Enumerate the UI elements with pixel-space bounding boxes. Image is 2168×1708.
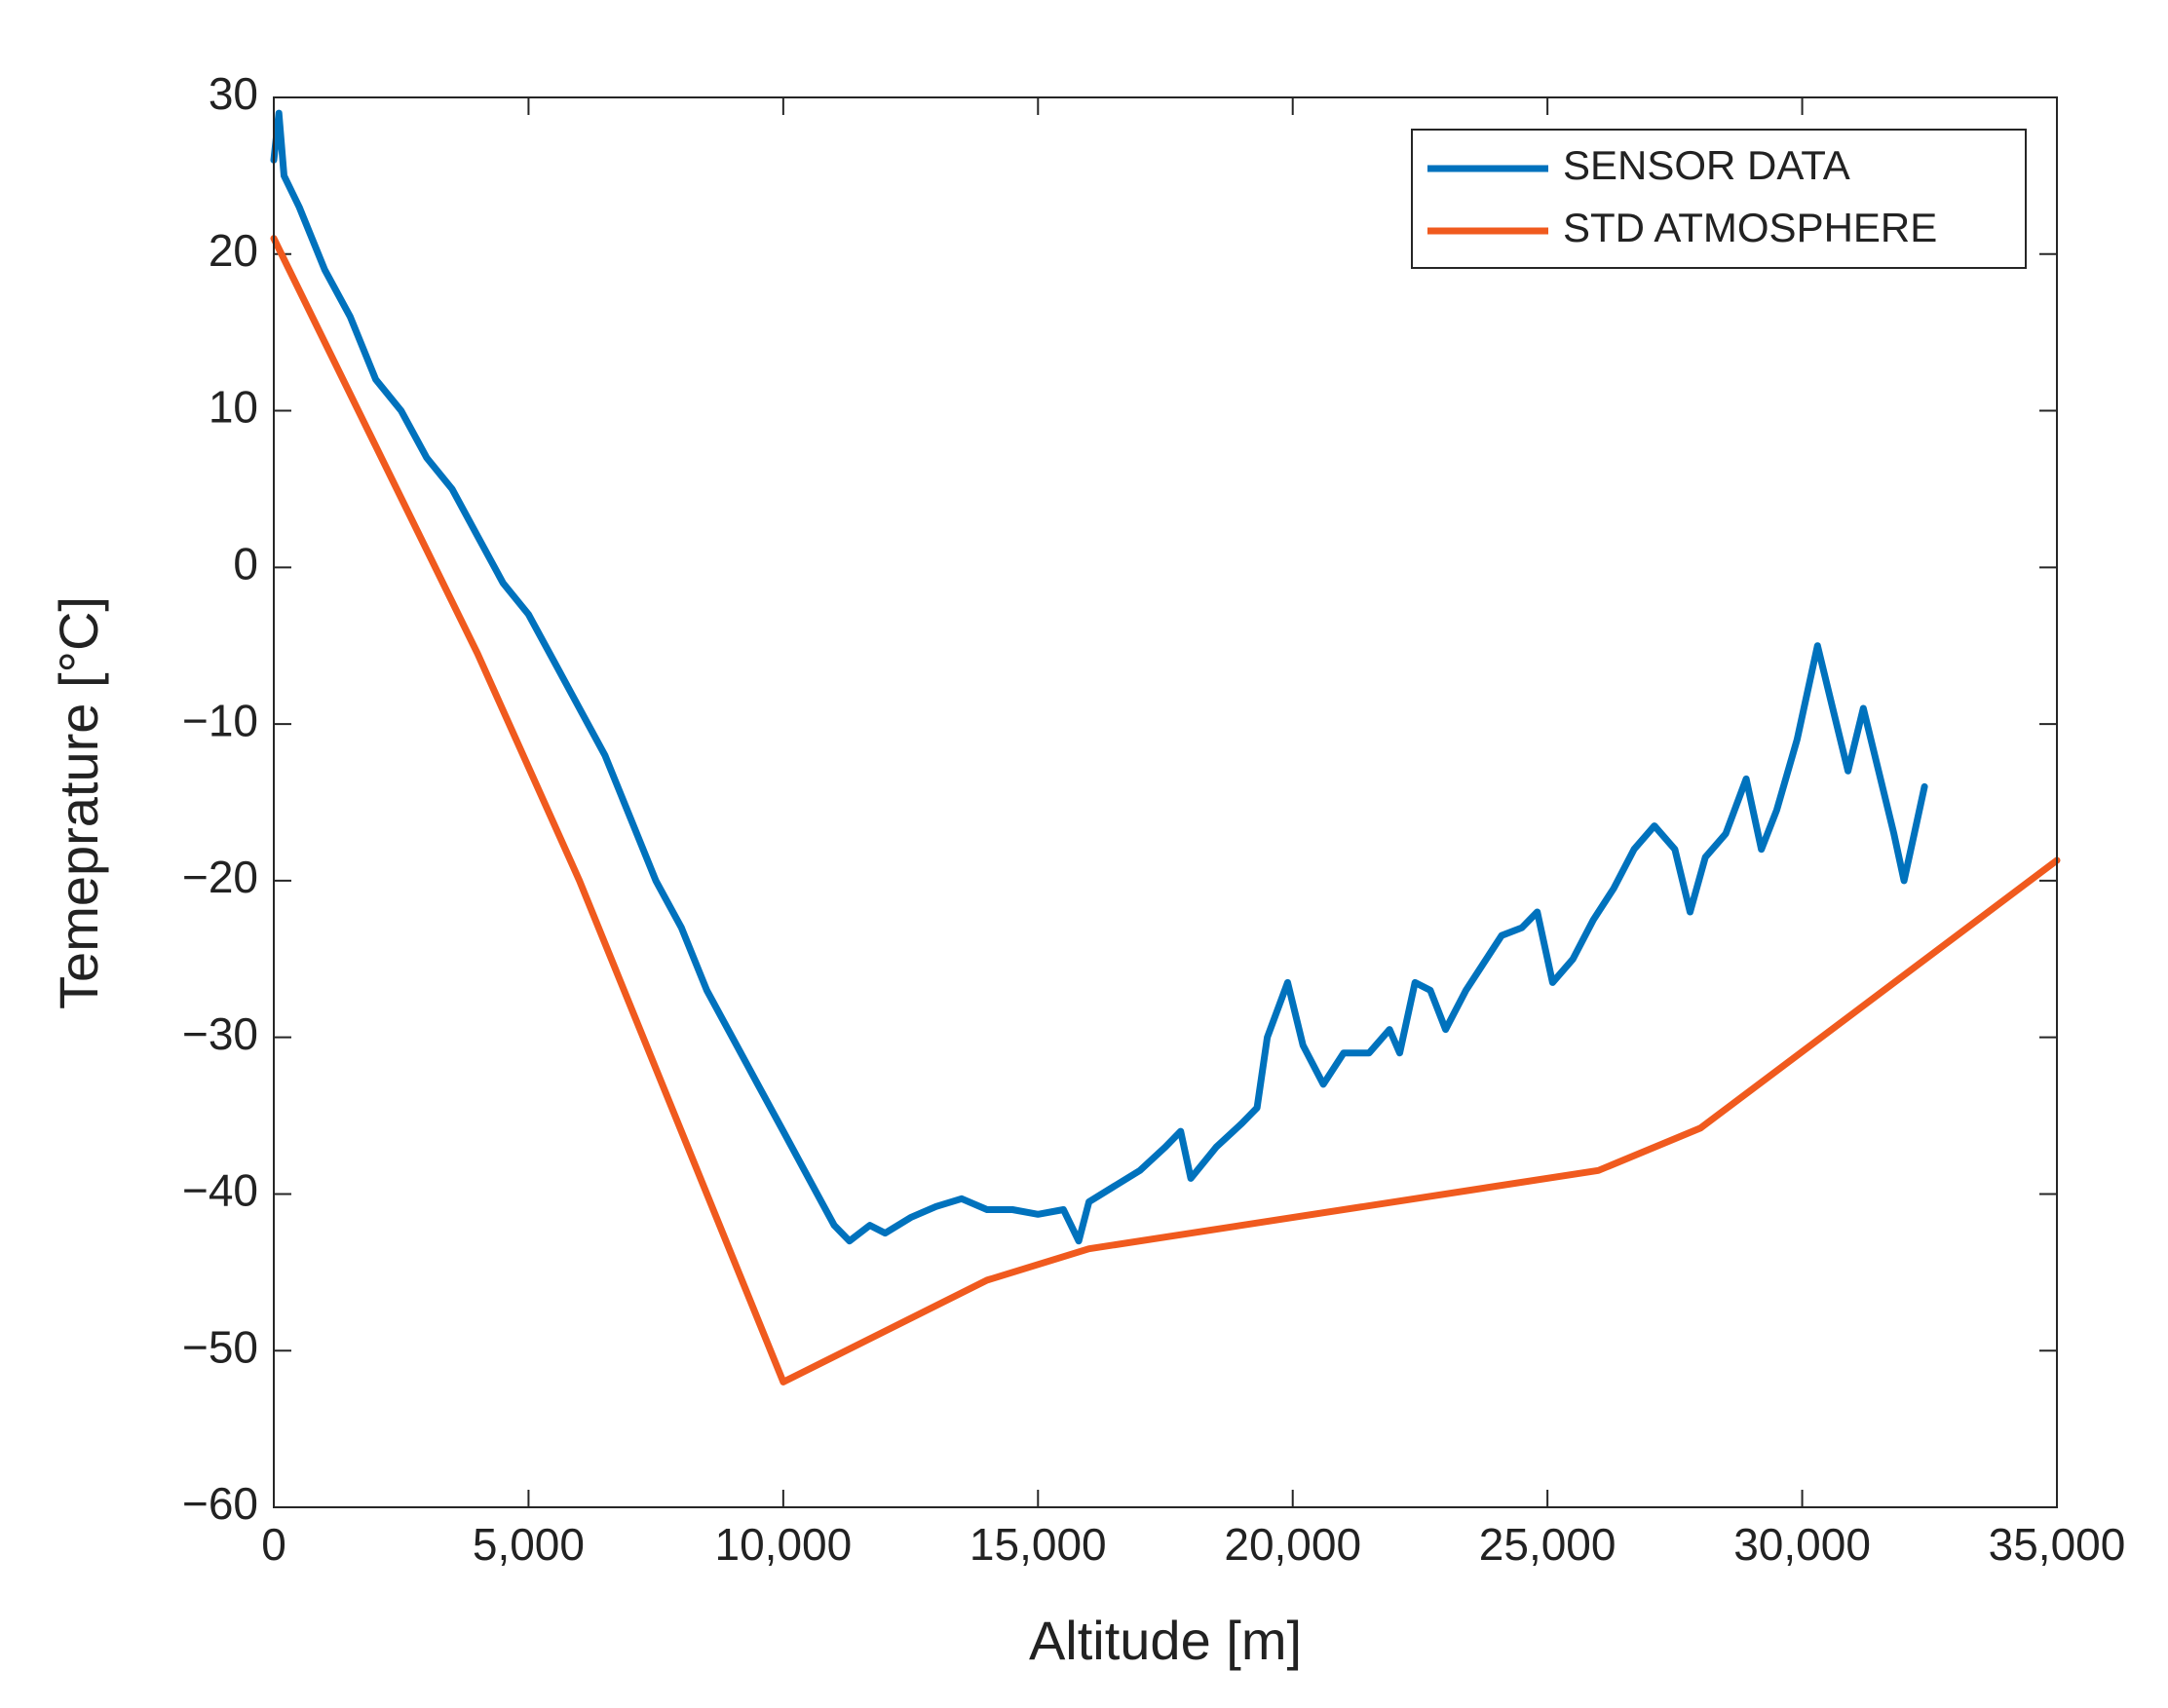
x-tick-label: 10,000 bbox=[715, 1519, 853, 1570]
legend-box bbox=[1411, 129, 2027, 269]
x-tick-label: 30,000 bbox=[1733, 1519, 1871, 1570]
y-tick-label: −10 bbox=[182, 695, 258, 745]
y-tick-label: −50 bbox=[182, 1321, 258, 1372]
y-tick-label: 10 bbox=[209, 382, 258, 433]
y-axis-label: Temeprature [°C] bbox=[48, 596, 109, 1009]
y-tick-label: 0 bbox=[233, 538, 258, 588]
data-line bbox=[270, 109, 1928, 1245]
axes-box bbox=[273, 96, 2058, 1508]
y-tick-label: −60 bbox=[182, 1478, 258, 1529]
y-tick-label: 30 bbox=[209, 68, 258, 119]
legend-label: STD ATMOSPHERE bbox=[1563, 205, 1937, 250]
y-tick-label: −40 bbox=[182, 1165, 258, 1216]
y-tick-label: 20 bbox=[209, 225, 258, 276]
x-tick-label: 5,000 bbox=[473, 1519, 585, 1570]
legend-label: SENSOR DATA bbox=[1563, 142, 1850, 188]
x-tick-label: 0 bbox=[261, 1519, 286, 1570]
x-tick-label: 35,000 bbox=[1989, 1519, 2126, 1570]
data-line bbox=[270, 235, 2061, 1385]
x-tick-label: 25,000 bbox=[1479, 1519, 1616, 1570]
plot-area bbox=[274, 97, 2057, 1507]
y-tick-label: −20 bbox=[182, 852, 258, 902]
x-tick-label: 20,000 bbox=[1224, 1519, 1361, 1570]
x-tick-label: 15,000 bbox=[970, 1519, 1107, 1570]
x-axis-label: Altitude [m] bbox=[1029, 1610, 1302, 1671]
y-tick-label: −30 bbox=[182, 1008, 258, 1059]
